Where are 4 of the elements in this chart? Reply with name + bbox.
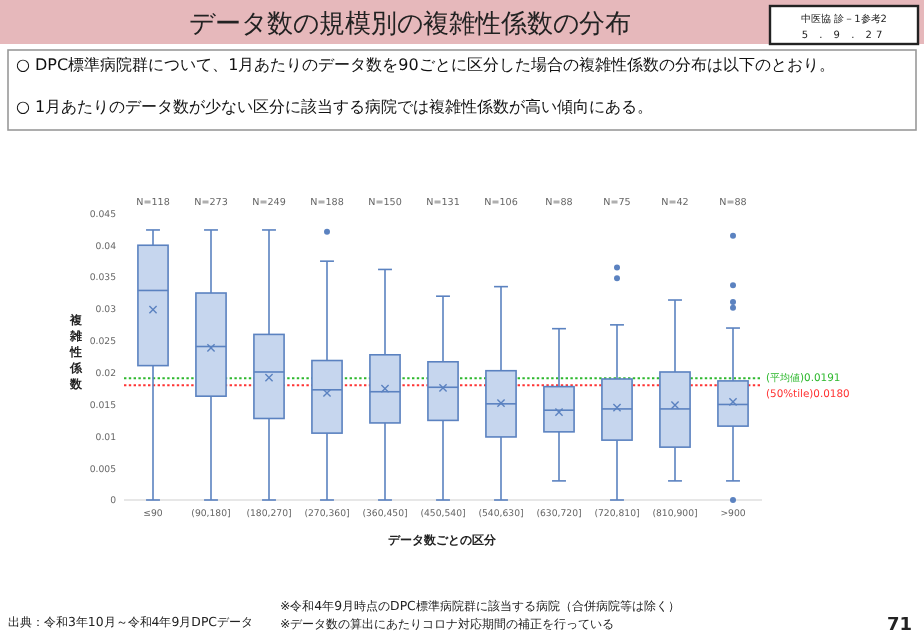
text: 71 — [886, 616, 912, 636]
chart-title: データ数の規模別の複雑性係数の分布 — [189, 10, 631, 40]
text: ○ 1月あたりのデータ数が少ない区分に該当する病院では複雑性係数が高い傾向にある。 — [16, 98, 656, 118]
text: ○ DPC標準病院群について、1月あたりのデータ数を90ごとに区分した場合の複雑性係数の分布は以下のとおり。 — [16, 56, 837, 76]
